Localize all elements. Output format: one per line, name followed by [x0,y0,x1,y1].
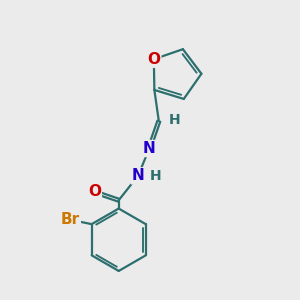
Text: H: H [149,169,161,183]
Text: O: O [147,52,160,67]
Text: O: O [88,184,101,200]
Text: N: N [132,168,144,183]
Text: Br: Br [61,212,80,227]
Text: N: N [143,141,156,156]
Text: H: H [169,113,180,127]
